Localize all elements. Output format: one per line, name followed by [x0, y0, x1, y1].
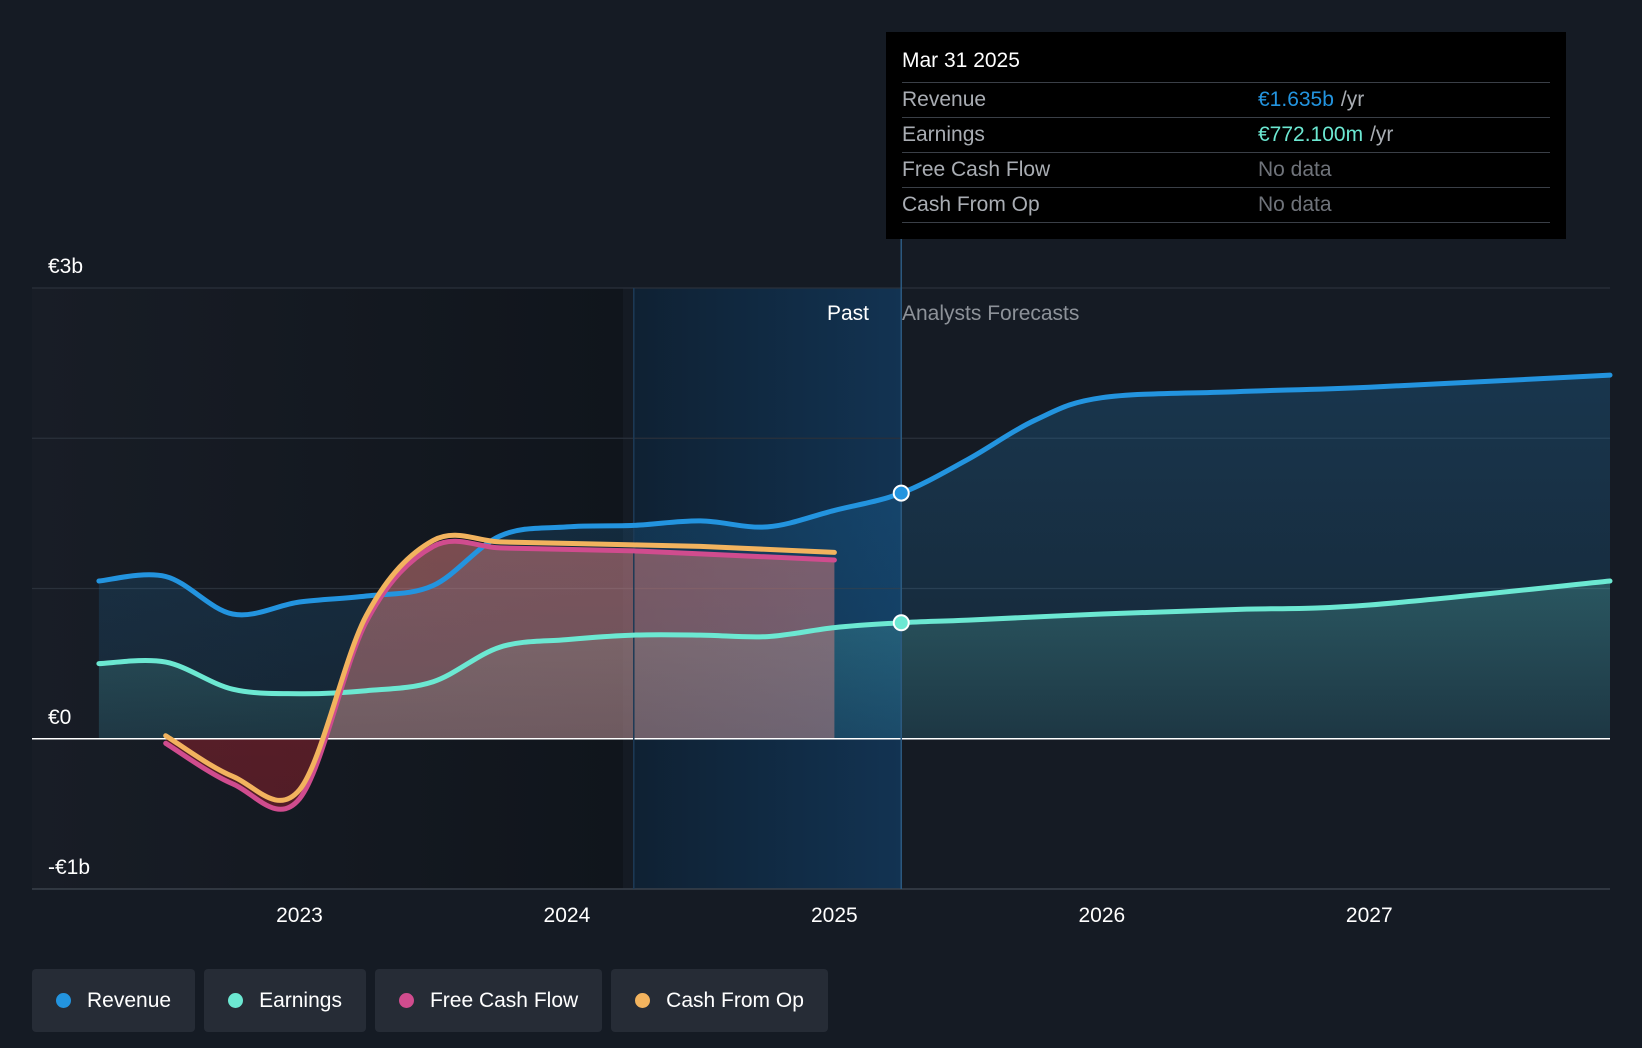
- earnings-dot-icon: [228, 993, 244, 1008]
- tooltip-label: Free Cash Flow: [902, 158, 1051, 181]
- highlight-point-earnings[interactable]: [892, 614, 910, 632]
- tooltip-label: Cash From Op: [902, 193, 1040, 216]
- tooltip-value: €772.100m: [1258, 123, 1364, 146]
- tooltip-row-earnings: Earnings €772.100m /yr: [902, 117, 1550, 152]
- y-tick-label: €3b: [48, 255, 83, 278]
- legend-item-revenue[interactable]: Revenue: [32, 969, 196, 1032]
- series-line-free-cash-flow: [163, 538, 837, 812]
- tooltip-date: Mar 31 2025: [902, 49, 1020, 72]
- tooltip-label: Revenue: [902, 88, 987, 111]
- tooltip: Mar 31 2025 Revenue €1.635b /yr Earnings…: [886, 32, 1566, 239]
- legend: Revenue Earnings Free Cash Flow Cash Fro…: [32, 969, 837, 1032]
- highlight-points: [892, 484, 910, 632]
- legend-label: Earnings: [259, 988, 342, 1012]
- legend-item-cash-from-op[interactable]: Cash From Op: [611, 969, 828, 1032]
- x-tick-label: 2024: [544, 904, 591, 927]
- series-line-cash-from-op: [163, 532, 837, 803]
- tooltip-value: No data: [1258, 193, 1332, 216]
- tooltip-row-revenue: Revenue €1.635b /yr: [902, 82, 1550, 117]
- tooltip-label: Earnings: [902, 123, 985, 146]
- legend-item-free-cash-flow[interactable]: Free Cash Flow: [374, 969, 603, 1032]
- x-axis-labels: 2023 2024 2025 2026 2027: [276, 904, 1393, 927]
- tooltip-value: No data: [1258, 158, 1332, 181]
- series-line-revenue: [96, 372, 1613, 618]
- legend-label: Revenue: [87, 988, 172, 1012]
- tooltip-row-cash-from-op: Cash From Op No data: [902, 187, 1550, 223]
- series-line-earnings: [96, 578, 1613, 697]
- x-tick-label: 2023: [276, 904, 323, 927]
- tooltip-value: €1.635b: [1258, 88, 1334, 111]
- free-cash-flow-area-positive: [165, 541, 835, 739]
- highlight-point-revenue[interactable]: [892, 484, 910, 502]
- legend-label: Cash From Op: [666, 988, 804, 1012]
- x-tick-label: 2027: [1346, 904, 1393, 927]
- legend-label: Free Cash Flow: [429, 988, 579, 1012]
- tooltip-unit: /yr: [1340, 88, 1365, 111]
- free-cash-flow-dot-icon: [398, 993, 414, 1008]
- forecast-label: Analysts Forecasts: [902, 302, 1079, 325]
- free-cash-flow-area-negative: [165, 739, 326, 810]
- y-axis-labels: €3b €0 -€1b: [48, 255, 90, 879]
- revenue-dot-icon: [56, 993, 71, 1008]
- past-label: Past: [827, 302, 869, 325]
- cash-from-op-dot-icon: [635, 993, 651, 1008]
- legend-item-earnings[interactable]: Earnings: [204, 969, 366, 1032]
- x-tick-label: 2026: [1078, 904, 1125, 927]
- y-tick-label: -€1b: [48, 856, 90, 879]
- x-tick-label: 2025: [811, 904, 858, 927]
- series-lines: [96, 372, 1613, 812]
- tooltip-row-free-cash-flow: Free Cash Flow No data: [902, 152, 1550, 187]
- y-tick-label: €0: [48, 706, 71, 729]
- tooltip-unit: /yr: [1370, 123, 1394, 146]
